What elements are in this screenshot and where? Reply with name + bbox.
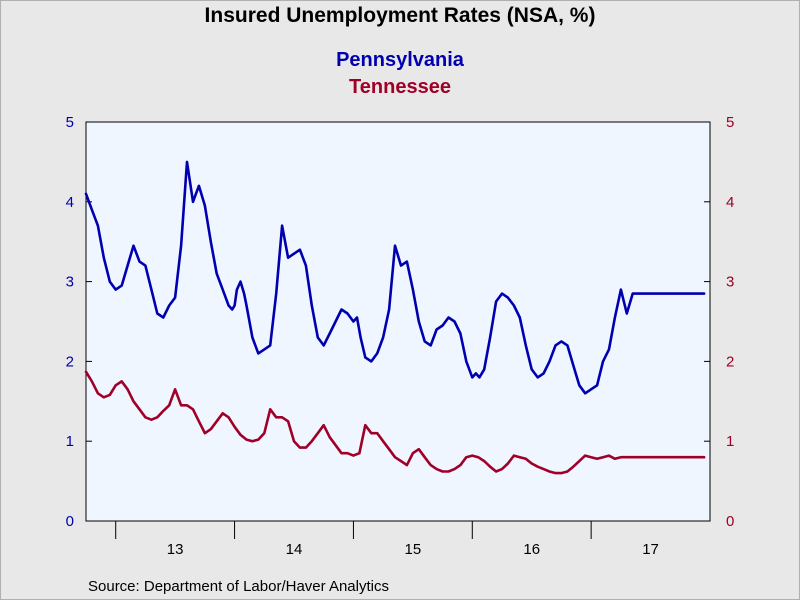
left-y-tick-label: 4 bbox=[66, 194, 74, 211]
series-line-tennessee bbox=[84, 370, 706, 475]
x-axis: 13 14 15 16 17 bbox=[115, 521, 659, 558]
x-tick-label: 13 bbox=[167, 541, 184, 558]
left-y-tick-label: 3 bbox=[66, 274, 74, 291]
series-layer bbox=[84, 160, 706, 475]
right-y-tick-label: 5 bbox=[726, 114, 734, 131]
legend-tennessee: Tennessee bbox=[349, 76, 451, 98]
right-y-axis: 0 1 2 3 4 5 bbox=[704, 114, 734, 530]
x-tick-label: 16 bbox=[523, 541, 540, 558]
x-tick-label: 17 bbox=[642, 541, 659, 558]
left-y-tick-label: 2 bbox=[66, 353, 74, 370]
left-y-tick-label: 1 bbox=[66, 433, 74, 450]
right-y-tick-label: 4 bbox=[726, 194, 734, 211]
left-y-axis: 0 1 2 3 4 5 bbox=[66, 114, 92, 530]
right-y-tick-label: 3 bbox=[726, 274, 734, 291]
plot-area bbox=[85, 121, 711, 522]
source-note: Source: Department of Labor/Haver Analyt… bbox=[88, 578, 389, 595]
x-tick-label: 14 bbox=[286, 541, 303, 558]
right-y-tick-label: 2 bbox=[726, 353, 734, 370]
chart-title: Insured Unemployment Rates (NSA, %) bbox=[204, 4, 596, 27]
left-y-tick-label: 0 bbox=[66, 513, 74, 530]
x-tick-label: 15 bbox=[405, 541, 422, 558]
legend-pennsylvania: Pennsylvania bbox=[336, 49, 464, 71]
right-y-tick-label: 0 bbox=[726, 513, 734, 530]
series-line-pennsylvania bbox=[84, 160, 706, 395]
left-y-tick-label: 5 bbox=[66, 114, 74, 131]
right-y-tick-label: 1 bbox=[726, 433, 734, 450]
